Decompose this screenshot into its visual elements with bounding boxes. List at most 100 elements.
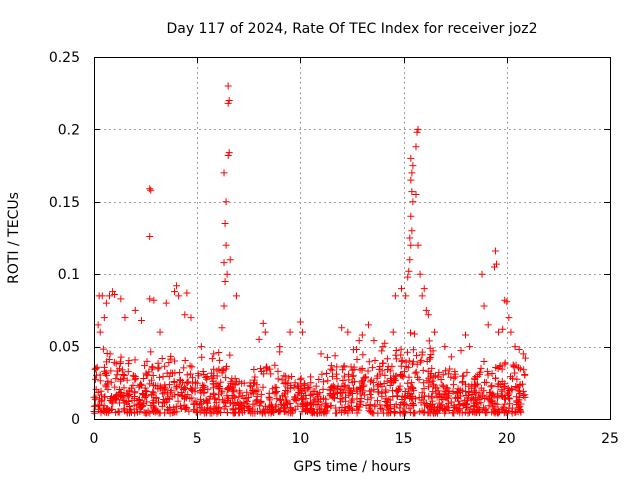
data-point	[102, 408, 110, 416]
data-point	[365, 321, 373, 329]
data-point	[310, 397, 318, 405]
data-point	[453, 388, 461, 396]
data-point	[119, 371, 127, 379]
data-point	[366, 387, 374, 395]
data-point	[479, 404, 487, 412]
data-point	[192, 378, 200, 386]
data-point	[125, 397, 133, 405]
data-point	[220, 405, 228, 413]
data-point	[218, 324, 226, 332]
data-point	[218, 367, 226, 375]
data-point	[288, 373, 296, 381]
data-point	[171, 357, 179, 365]
data-point	[244, 406, 252, 414]
data-point	[214, 383, 222, 390]
data-point	[443, 394, 451, 402]
data-point	[519, 350, 527, 358]
data-point	[174, 397, 182, 405]
data-point	[220, 302, 228, 310]
data-point	[133, 405, 141, 413]
data-point	[96, 328, 104, 336]
data-point	[115, 408, 123, 416]
data-point	[407, 212, 415, 220]
data-point	[282, 396, 290, 404]
data-point	[231, 380, 239, 388]
data-point	[140, 375, 148, 383]
data-point	[272, 403, 280, 411]
data-point	[411, 395, 419, 403]
data-point	[510, 363, 518, 371]
data-point	[404, 379, 412, 387]
data-point	[520, 366, 528, 374]
data-point	[293, 382, 301, 390]
data-point	[339, 366, 347, 374]
data-point	[223, 409, 231, 417]
data-point	[439, 382, 447, 390]
data-point	[428, 364, 436, 372]
data-point	[270, 408, 278, 416]
data-point	[394, 386, 402, 394]
data-point	[200, 382, 208, 390]
data-point	[250, 379, 258, 387]
data-point	[496, 362, 504, 370]
data-point	[104, 385, 112, 393]
data-point	[117, 388, 125, 396]
data-point	[155, 364, 163, 372]
data-point	[280, 380, 288, 388]
data-point	[398, 356, 406, 364]
data-point	[96, 395, 104, 403]
data-point	[147, 348, 155, 356]
data-point	[516, 390, 524, 398]
data-point	[137, 380, 145, 388]
data-point	[117, 353, 125, 361]
data-point	[289, 407, 297, 415]
data-point	[320, 378, 328, 386]
data-point	[492, 363, 500, 371]
data-point	[161, 362, 169, 370]
data-point	[223, 270, 231, 278]
data-point	[94, 321, 102, 329]
data-point	[488, 397, 496, 405]
data-point	[481, 407, 489, 415]
data-point	[394, 392, 402, 400]
axis-ticks	[94, 57, 611, 420]
data-point	[371, 356, 379, 364]
data-point	[181, 357, 189, 365]
y-tick-label: 0.05	[49, 340, 80, 356]
data-point	[403, 348, 411, 356]
data-point	[360, 374, 368, 382]
data-point	[202, 409, 210, 417]
data-point	[488, 408, 496, 416]
data-point	[173, 282, 181, 290]
data-point	[138, 390, 146, 398]
data-point	[167, 386, 175, 394]
data-point	[250, 387, 258, 395]
data-point	[240, 379, 248, 387]
data-point	[418, 407, 426, 415]
data-point	[425, 337, 433, 345]
data-point	[408, 379, 416, 387]
data-point	[404, 273, 412, 281]
data-point	[414, 241, 422, 249]
data-point	[420, 385, 428, 393]
data-point	[192, 397, 200, 405]
data-point	[445, 389, 453, 397]
data-point	[405, 373, 413, 381]
data-point	[492, 260, 500, 268]
data-point	[449, 387, 457, 395]
data-point	[492, 374, 500, 382]
data-point	[340, 408, 348, 416]
data-point	[298, 328, 306, 336]
data-point	[432, 384, 440, 392]
data-point	[419, 366, 427, 374]
data-point	[418, 348, 426, 356]
data-point	[366, 408, 374, 416]
data-point	[274, 367, 282, 375]
data-point	[321, 401, 329, 409]
data-point	[323, 353, 331, 361]
data-point	[96, 377, 104, 385]
data-point	[224, 99, 232, 107]
data-point	[392, 372, 400, 380]
data-point	[223, 362, 231, 370]
data-point	[439, 371, 447, 379]
